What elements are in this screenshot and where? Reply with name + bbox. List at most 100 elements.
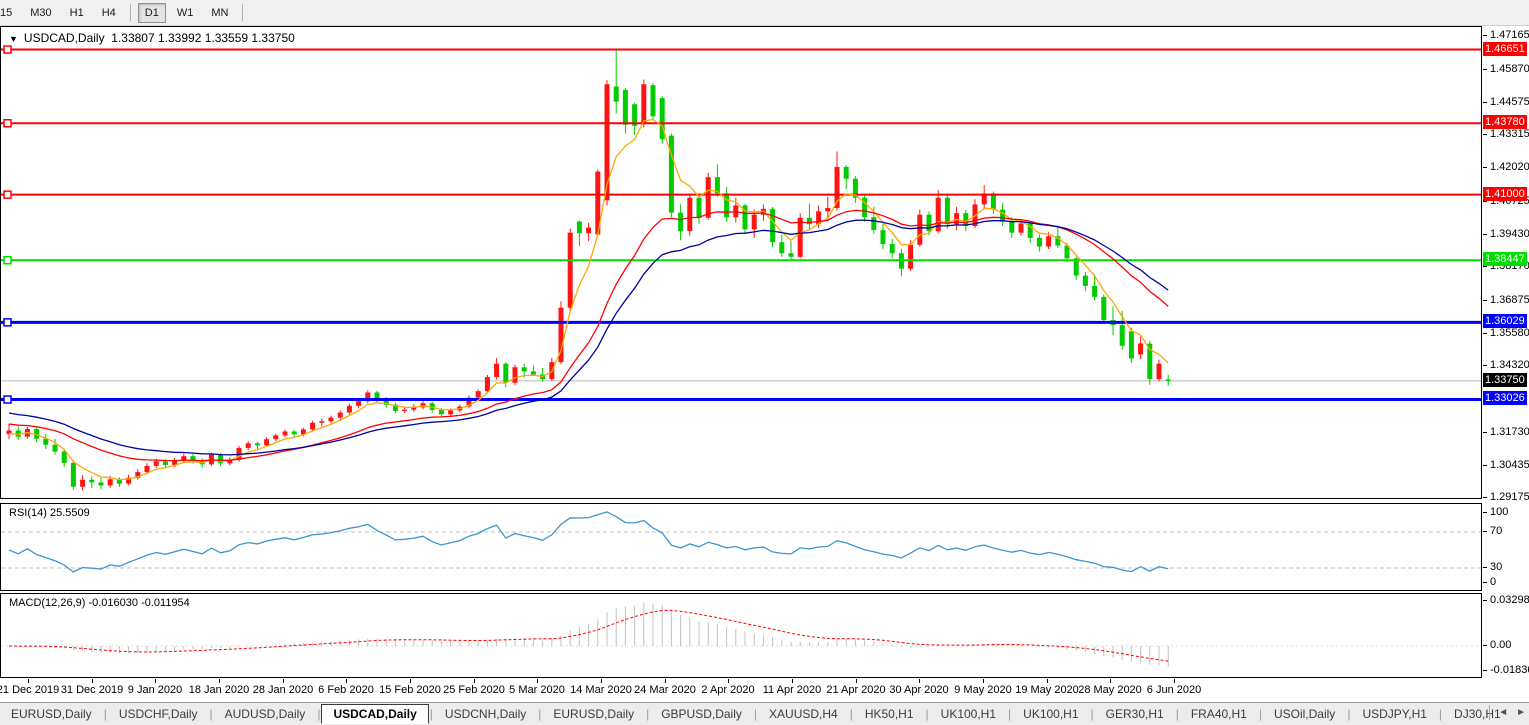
tab-eurusd-daily[interactable]: EURUSD,Daily: [553, 707, 635, 721]
tab-eurusd-daily[interactable]: EURUSD,Daily: [11, 707, 92, 721]
timeframe-button-15[interactable]: 15: [0, 6, 13, 19]
rsi-canvas: [1, 511, 1481, 573]
price-axis[interactable]: 1.47165 1.45870 1.44575 1.43315 1.42020 1.407…: [1483, 26, 1529, 503]
date-tick: [601, 679, 602, 683]
date-tick: [983, 679, 984, 683]
tab-dj30-h1[interactable]: DJ30,H1: [1454, 707, 1501, 721]
tab-separator: |: [646, 707, 650, 721]
date-tick-label: 28 May 2020: [1078, 684, 1142, 696]
date-tick-label: 30 Apr 2020: [889, 684, 949, 696]
tab-usdchf-daily[interactable]: USDCHF,Daily: [118, 707, 198, 721]
tab-separator: |: [538, 707, 542, 721]
date-tick: [155, 679, 156, 683]
price-level-badge: 1.43780: [1483, 115, 1527, 129]
tab-hk50-h1[interactable]: HK50,H1: [864, 707, 914, 721]
price-tick-label: 1.29175: [1490, 491, 1529, 503]
ma-medium-line: [8, 209, 1169, 462]
macd-indicator-panel[interactable]: MACD(12,26,9) -0.016030 -0.011954: [0, 593, 1482, 678]
date-axis[interactable]: 21 Dec 2019 31 Dec 2019 9 Jan 2020 18 Jan 2…: [0, 679, 1482, 701]
rsi-line: [8, 511, 1169, 573]
axis-tick: [1483, 35, 1487, 36]
date-tick-label: 9 May 2020: [954, 684, 1012, 696]
toolbar-separator: [242, 4, 244, 21]
timeframe-button-h1[interactable]: H1: [69, 6, 84, 19]
tab-usdcnh-daily[interactable]: USDCNH,Daily: [444, 707, 527, 721]
tab-scroll-left-icon[interactable]: ◄: [1498, 707, 1509, 718]
date-tick: [410, 679, 411, 683]
price-tick-label: 0.00: [1490, 639, 1512, 651]
axis-tick: [1483, 497, 1487, 498]
tab-separator: |: [849, 707, 853, 721]
date-tick-label: 11 Apr 2020: [762, 684, 822, 696]
chart-symbol-label: USDCAD,Daily: [23, 31, 105, 45]
date-tick: [28, 679, 29, 683]
price-level-badge: 1.33026: [1483, 391, 1527, 405]
date-tick-label: 24 Mar 2020: [634, 684, 696, 696]
timeframe-button-mn[interactable]: MN: [211, 6, 229, 19]
macd-signal-line: [8, 609, 1169, 662]
price-tick-label: 1.36875: [1490, 294, 1529, 306]
date-tick: [665, 679, 666, 683]
date-tick-label: 14 Mar 2020: [570, 684, 632, 696]
axis-tick: [1483, 432, 1487, 433]
axis-tick: [1483, 670, 1487, 671]
timeframe-button-w1[interactable]: W1: [176, 6, 194, 19]
axis-tick: [1483, 567, 1487, 568]
tab-xauusd-h4[interactable]: XAUUSD,H4: [769, 707, 838, 721]
axis-tick: [1483, 465, 1487, 466]
tab-ger30-h1[interactable]: GER30,H1: [1105, 707, 1164, 721]
date-tick-label: 9 Jan 2020: [127, 684, 183, 696]
date-tick: [1174, 679, 1175, 683]
timeframe-button-h4[interactable]: H4: [101, 6, 116, 19]
tab-separator: |: [103, 707, 107, 721]
tab-gbpusd-daily[interactable]: GBPUSD,Daily: [661, 707, 742, 721]
tab-fra40-h1[interactable]: FRA40,H1: [1190, 707, 1247, 721]
toolbar-separator: [129, 4, 131, 21]
tab-separator: |: [317, 707, 321, 721]
tab-audusd-daily[interactable]: AUDUSD,Daily: [224, 707, 306, 721]
price-tick-label: 1.39430: [1490, 228, 1529, 240]
timeframe-button-m30[interactable]: M30: [30, 6, 52, 19]
support-resistance-lines: [1, 45, 1481, 404]
tab-separator: |: [1008, 707, 1012, 721]
axis-tick: [1483, 365, 1487, 366]
price-level-badge: 1.41000: [1483, 187, 1527, 201]
rsi-indicator-panel[interactable]: RSI(14) 25.5509: [0, 503, 1482, 591]
macd-axis[interactable]: 0.032982 0.00 -0.01836: [1483, 593, 1529, 678]
tab-usoil-daily[interactable]: USOil,Daily: [1273, 707, 1336, 721]
price-tick-label: 100: [1490, 506, 1509, 518]
date-tick: [856, 679, 857, 683]
tabnav-separator: [1489, 705, 1491, 720]
ma-slow-line: [8, 219, 1169, 456]
tab-usdcad-daily[interactable]: USDCAD,Daily: [321, 704, 429, 724]
date-tick-label: 2 Apr 2020: [701, 684, 755, 696]
axis-tick: [1483, 69, 1487, 70]
price-tick-label: 1.30435: [1490, 459, 1529, 471]
tab-separator: |: [1090, 707, 1094, 721]
date-tick: [283, 679, 284, 683]
axis-tick: [1483, 531, 1487, 532]
main-chart-canvas[interactable]: [1, 27, 1481, 498]
chart-title: ▼ USDCAD,Daily 1.33807 1.33992 1.33559 1.…: [9, 31, 295, 45]
date-tick-label: 21 Apr 2020: [826, 684, 886, 696]
timeframe-button-d1[interactable]: D1: [137, 2, 166, 23]
timeframe-toolbar: 15 M30 H1 H4 D1 W1 MN: [0, 0, 1529, 26]
tab-scroll-right-icon[interactable]: ►: [1516, 707, 1526, 718]
price-tick-label: 1.47165: [1490, 29, 1529, 41]
axis-tick: [1483, 333, 1487, 334]
price-tick-label: 0: [1490, 576, 1497, 588]
tab-uk100-h1[interactable]: UK100,H1: [1023, 707, 1079, 721]
main-chart-panel[interactable]: ▼ USDCAD,Daily 1.33807 1.33992 1.33559 1.…: [0, 26, 1482, 499]
price-level-badge: 1.46651: [1483, 42, 1527, 56]
price-tick-label: 1.43315: [1490, 128, 1529, 140]
price-level-badge: 1.38447: [1483, 252, 1527, 266]
tab-uk100-h1[interactable]: UK100,H1: [940, 707, 997, 721]
rsi-axis[interactable]: 100 70 30 0: [1483, 503, 1529, 591]
axis-tick: [1483, 600, 1487, 601]
date-tick: [919, 679, 920, 683]
axis-tick: [1483, 201, 1487, 202]
symbol-dropdown-icon[interactable]: ▼: [9, 34, 18, 44]
axis-tick: [1483, 234, 1487, 235]
tab-usdjpy-h1[interactable]: USDJPY,H1: [1362, 707, 1427, 721]
tab-separator: |: [925, 707, 929, 721]
